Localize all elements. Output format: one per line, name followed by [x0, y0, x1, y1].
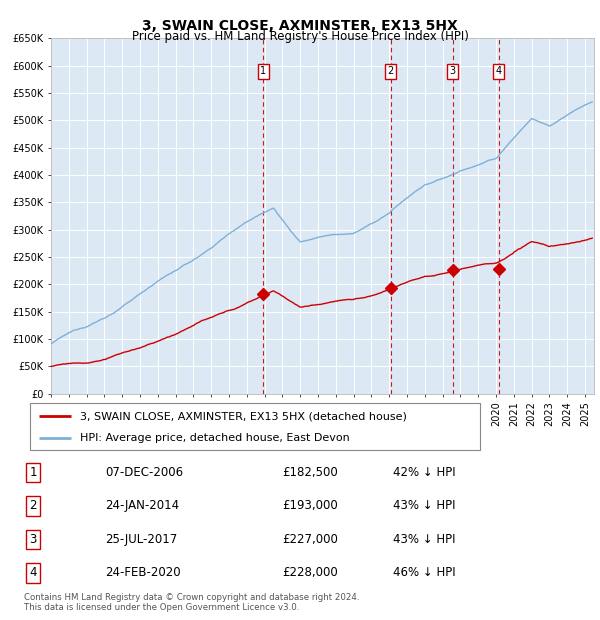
- Text: 42% ↓ HPI: 42% ↓ HPI: [393, 466, 455, 479]
- Text: 2: 2: [388, 66, 394, 76]
- FancyBboxPatch shape: [30, 403, 480, 450]
- Text: 43% ↓ HPI: 43% ↓ HPI: [393, 533, 455, 546]
- Text: 4: 4: [29, 567, 37, 579]
- Text: Contains HM Land Registry data © Crown copyright and database right 2024.
This d: Contains HM Land Registry data © Crown c…: [24, 593, 359, 612]
- Text: £228,000: £228,000: [282, 567, 338, 579]
- Text: HPI: Average price, detached house, East Devon: HPI: Average price, detached house, East…: [79, 433, 349, 443]
- Text: 24-JAN-2014: 24-JAN-2014: [105, 500, 179, 512]
- Text: £182,500: £182,500: [282, 466, 338, 479]
- Text: 1: 1: [29, 466, 37, 479]
- Text: 2: 2: [29, 500, 37, 512]
- Text: 07-DEC-2006: 07-DEC-2006: [105, 466, 183, 479]
- Text: £193,000: £193,000: [282, 500, 338, 512]
- Text: 43% ↓ HPI: 43% ↓ HPI: [393, 500, 455, 512]
- Text: Price paid vs. HM Land Registry's House Price Index (HPI): Price paid vs. HM Land Registry's House …: [131, 30, 469, 43]
- Text: 3, SWAIN CLOSE, AXMINSTER, EX13 5HX (detached house): 3, SWAIN CLOSE, AXMINSTER, EX13 5HX (det…: [79, 411, 406, 421]
- Text: 4: 4: [496, 66, 502, 76]
- Text: 1: 1: [260, 66, 266, 76]
- Text: 3: 3: [449, 66, 456, 76]
- Text: 3, SWAIN CLOSE, AXMINSTER, EX13 5HX: 3, SWAIN CLOSE, AXMINSTER, EX13 5HX: [142, 19, 458, 33]
- Text: £227,000: £227,000: [282, 533, 338, 546]
- Text: 46% ↓ HPI: 46% ↓ HPI: [393, 567, 455, 579]
- Text: 3: 3: [29, 533, 37, 546]
- Text: 25-JUL-2017: 25-JUL-2017: [105, 533, 177, 546]
- Text: 24-FEB-2020: 24-FEB-2020: [105, 567, 181, 579]
